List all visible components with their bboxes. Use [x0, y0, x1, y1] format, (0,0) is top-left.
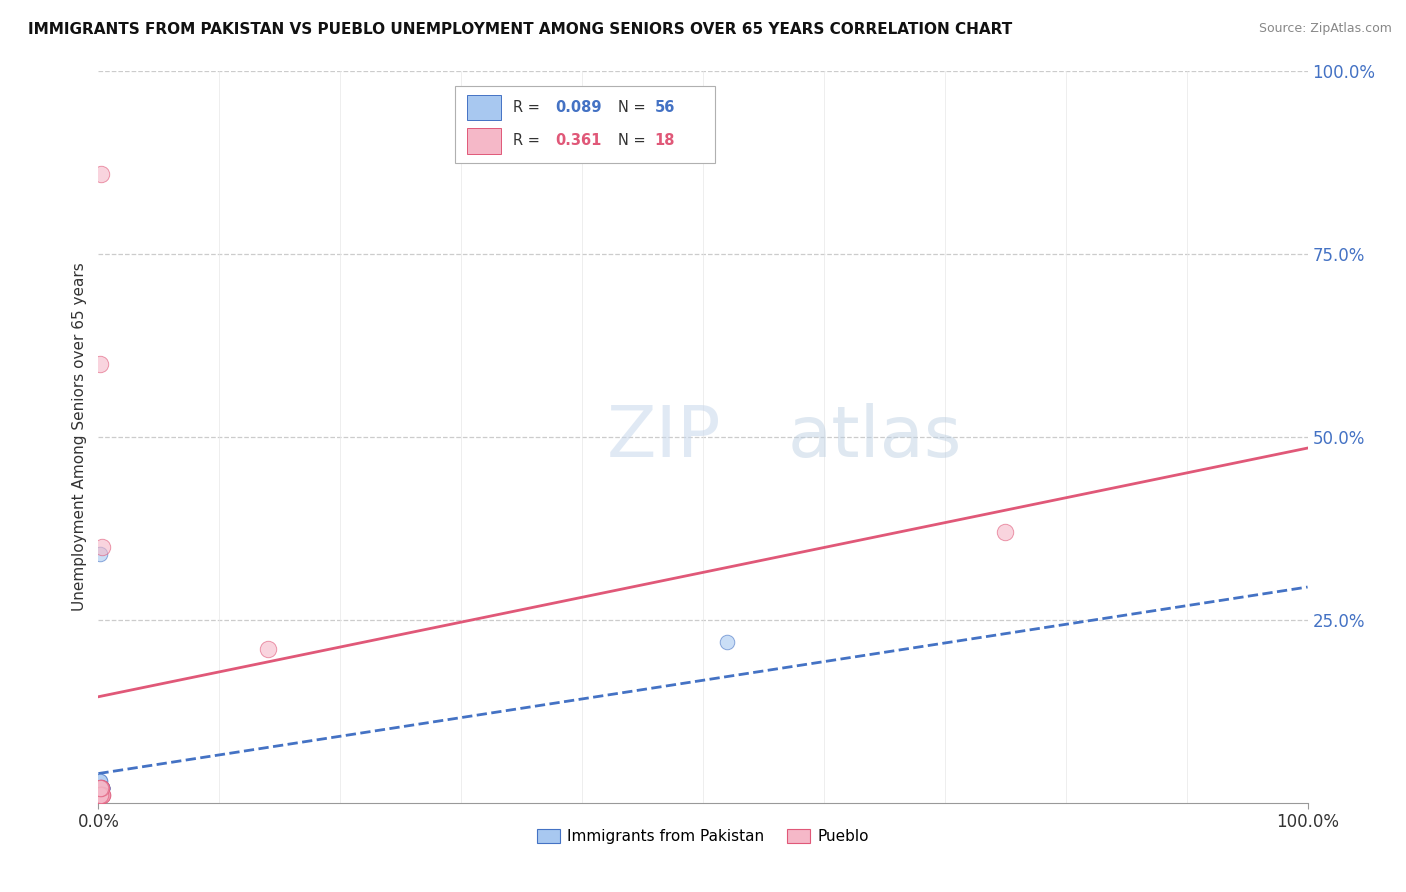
Point: [90, 789, 112, 803]
Point: [89, 789, 111, 803]
Point: [89, 781, 111, 796]
Point: [91, 789, 114, 803]
Point: [91, 540, 114, 554]
Text: R =: R =: [513, 100, 540, 115]
Point: [90, 781, 112, 796]
Point: [994, 525, 1017, 540]
Point: [89, 781, 111, 796]
Point: [90, 781, 112, 796]
Point: [89, 357, 111, 371]
Point: [90, 789, 112, 803]
Point: [91, 781, 114, 796]
Point: [716, 635, 738, 649]
Point: [89, 789, 111, 803]
Text: 18: 18: [655, 133, 675, 148]
Point: [91, 789, 114, 803]
Point: [89, 789, 111, 803]
Point: [91, 781, 114, 796]
Point: [91, 781, 114, 796]
Point: [91, 781, 114, 796]
Text: N =: N =: [619, 100, 645, 115]
Point: [89, 781, 111, 796]
Point: [90, 781, 112, 796]
Point: [89, 789, 111, 803]
Point: [90, 789, 112, 803]
Point: [89, 781, 111, 796]
Point: [90, 781, 112, 796]
Point: [91, 781, 114, 796]
Y-axis label: Unemployment Among Seniors over 65 years: Unemployment Among Seniors over 65 years: [72, 263, 87, 611]
Point: [256, 642, 278, 657]
Point: [90, 789, 112, 803]
Point: [89, 789, 111, 803]
Text: IMMIGRANTS FROM PAKISTAN VS PUEBLO UNEMPLOYMENT AMONG SENIORS OVER 65 YEARS CORR: IMMIGRANTS FROM PAKISTAN VS PUEBLO UNEMP…: [28, 22, 1012, 37]
FancyBboxPatch shape: [467, 95, 501, 120]
Text: atlas: atlas: [787, 402, 962, 472]
Point: [89, 781, 111, 796]
Point: [91, 789, 114, 803]
Point: [90, 789, 112, 803]
Point: [90, 789, 112, 803]
Point: [90, 781, 112, 796]
Point: [89, 773, 111, 788]
Point: [89, 781, 111, 796]
Point: [90, 789, 112, 803]
Point: [91, 789, 114, 803]
Point: [91, 789, 114, 803]
Point: [90, 167, 112, 181]
Text: R =: R =: [513, 133, 540, 148]
Point: [91, 789, 114, 803]
Point: [89, 789, 111, 803]
Point: [89, 781, 111, 796]
Text: ZIP: ZIP: [606, 402, 721, 472]
Point: [90, 781, 112, 796]
Point: [89, 789, 111, 803]
Point: [89, 789, 111, 803]
Point: [90, 781, 112, 796]
Point: [90, 789, 112, 803]
Point: [89, 547, 111, 561]
Point: [91, 781, 114, 796]
Point: [89, 773, 111, 788]
Point: [91, 789, 114, 803]
Point: [91, 789, 114, 803]
Point: [90, 789, 112, 803]
Point: [90, 781, 112, 796]
Text: N =: N =: [619, 133, 645, 148]
Point: [90, 781, 112, 796]
Point: [89, 789, 111, 803]
Point: [90, 789, 112, 803]
Text: 0.089: 0.089: [555, 100, 602, 115]
Text: 0.361: 0.361: [555, 133, 602, 148]
Text: Source: ZipAtlas.com: Source: ZipAtlas.com: [1258, 22, 1392, 36]
FancyBboxPatch shape: [456, 86, 716, 163]
Text: 56: 56: [655, 100, 675, 115]
Point: [91, 789, 114, 803]
Point: [91, 781, 114, 796]
Point: [90, 781, 112, 796]
Point: [89, 781, 111, 796]
Point: [89, 781, 111, 796]
Point: [90, 781, 112, 796]
Point: [91, 781, 114, 796]
Point: [90, 789, 112, 803]
FancyBboxPatch shape: [467, 128, 501, 154]
Point: [90, 789, 112, 803]
Point: [89, 789, 111, 803]
Point: [89, 789, 111, 803]
Point: [89, 789, 111, 803]
Point: [91, 789, 114, 803]
Point: [91, 789, 114, 803]
Legend: Immigrants from Pakistan, Pueblo: Immigrants from Pakistan, Pueblo: [530, 822, 876, 850]
Point: [89, 789, 111, 803]
Point: [90, 781, 112, 796]
